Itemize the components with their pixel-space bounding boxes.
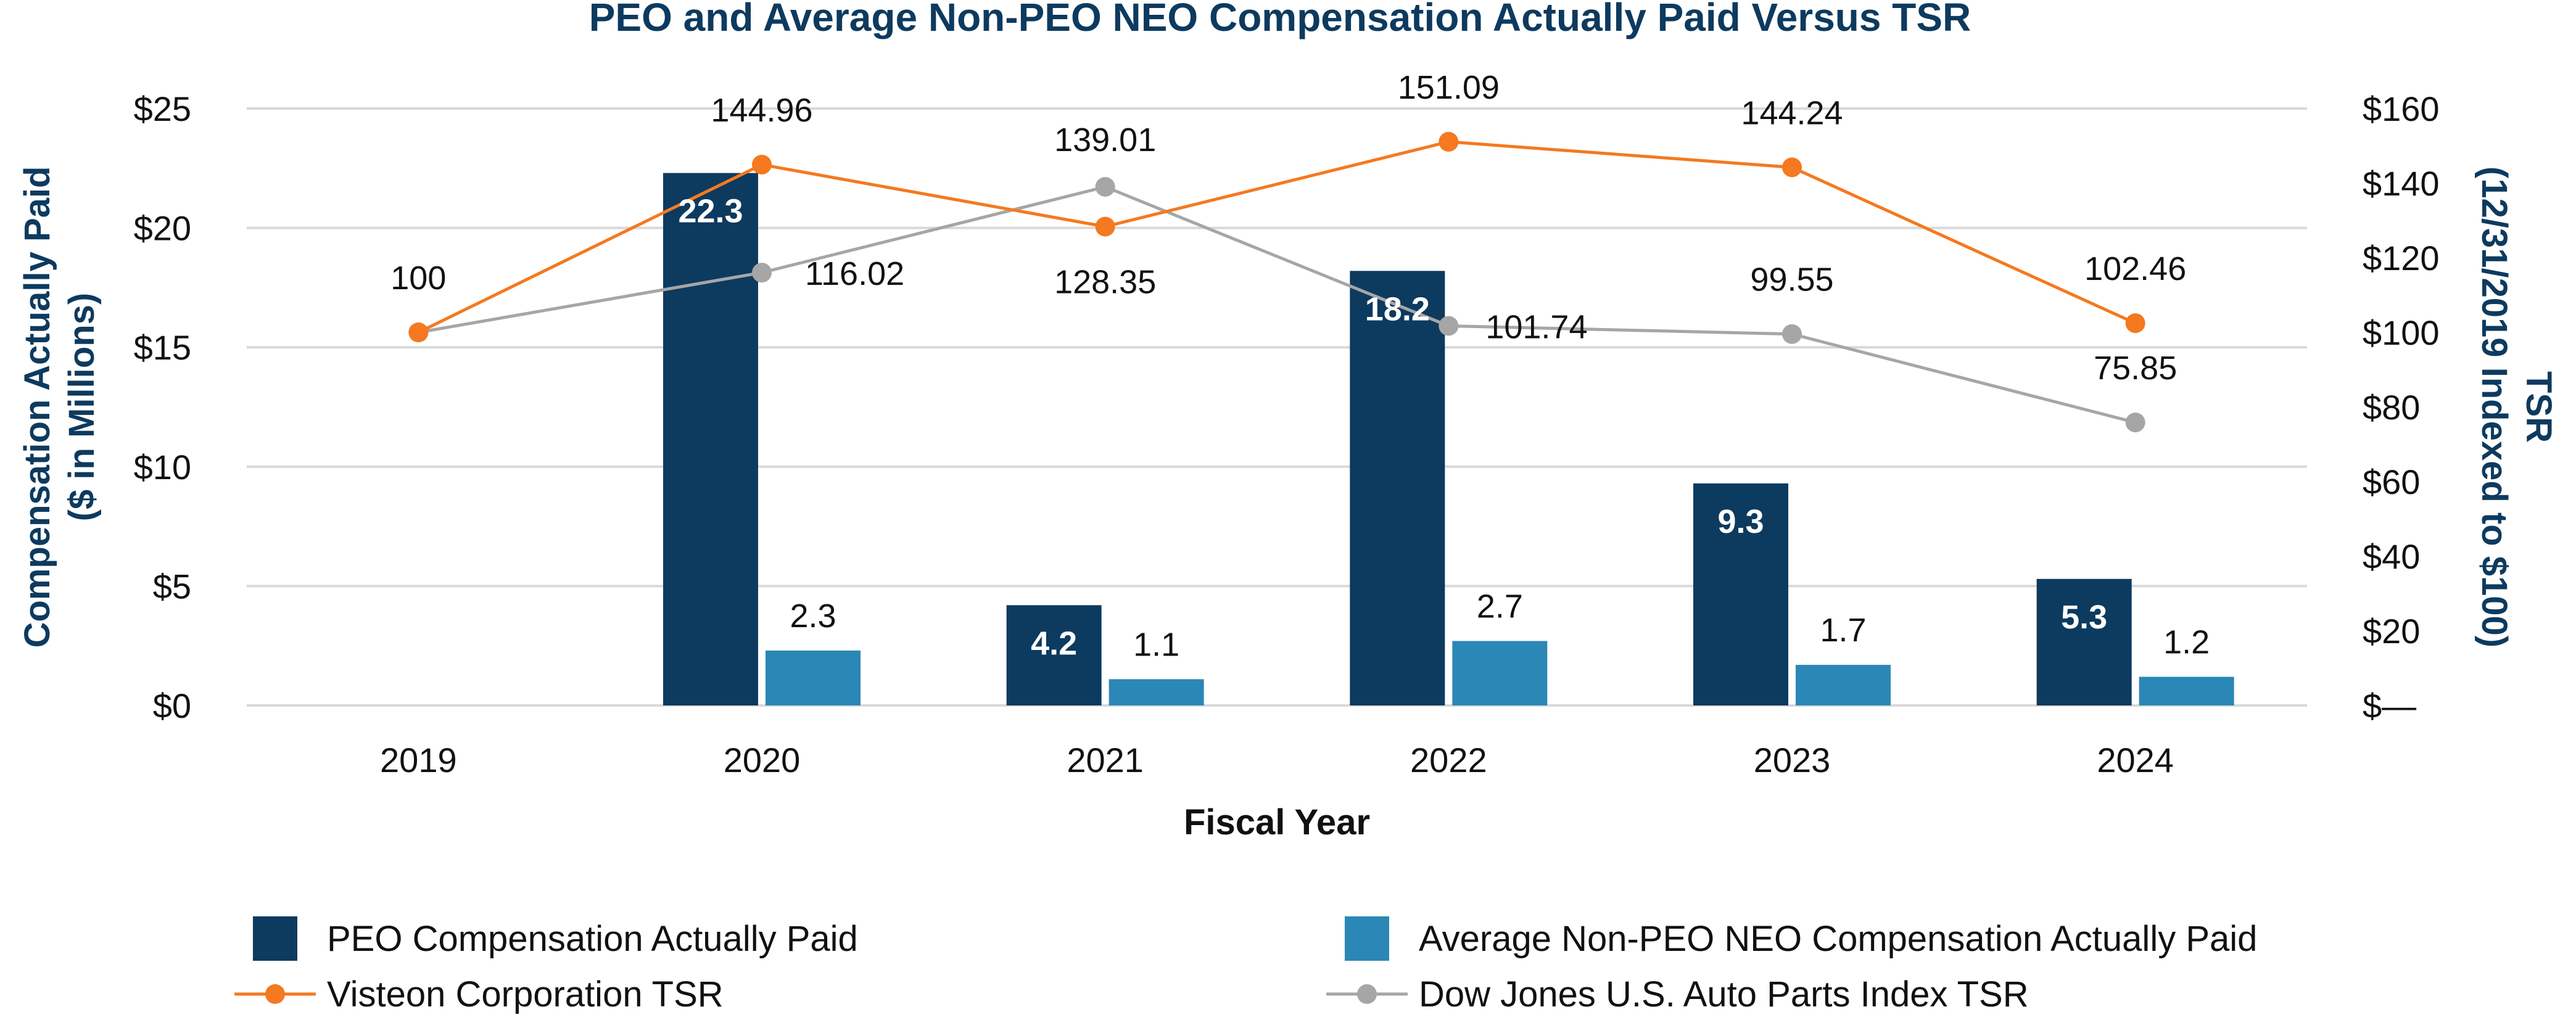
dow-jones-tsr-label: 101.74 <box>1485 308 1587 345</box>
y-axis-title-line2: ($ in Millions) <box>62 293 102 522</box>
peo-bar <box>2036 578 2132 705</box>
peo-bar-value-label: 9.3 <box>1717 503 1764 540</box>
visteon-tsr-label: 144.96 <box>711 92 812 129</box>
y-axis-title-line1: Compensation Actually Paid <box>17 166 57 648</box>
visteon-tsr-point <box>1439 131 1459 152</box>
visteon-tsr-label: 102.46 <box>2084 250 2186 287</box>
y2-tick-label: $100 <box>2363 313 2440 352</box>
visteon-tsr-label: 128.35 <box>1054 263 1156 300</box>
legend-label: PEO Compensation Actually Paid <box>327 919 858 959</box>
visteon-tsr-line <box>418 140 2136 334</box>
y2-axis-title-line2: (12/31/2019 Indexed to $100) <box>2474 166 2514 648</box>
legend-swatch-marker <box>265 984 285 1004</box>
dow-jones-tsr-point <box>1439 316 1459 336</box>
y-tick-label: $10 <box>134 448 191 487</box>
chart-title: PEO and Average Non-PEO NEO Compensation… <box>589 0 1971 39</box>
neo-bar <box>1452 641 1548 705</box>
legend-label: Visteon Corporation TSR <box>327 974 724 1014</box>
visteon-tsr-point <box>752 154 772 175</box>
dow-jones-tsr-label: 139.01 <box>1054 121 1156 158</box>
y2-axis-title-line1: TSR <box>2519 371 2559 443</box>
legend-swatch-bar <box>253 916 297 961</box>
line-layer <box>408 131 2145 433</box>
dow-jones-tsr-line <box>418 185 2136 424</box>
x-axis-title: Fiscal Year <box>1184 802 1370 842</box>
bar-layer <box>663 173 2234 705</box>
legend-label: Dow Jones U.S. Auto Parts Index TSR <box>1419 974 2029 1014</box>
legend: PEO Compensation Actually Paid Average No… <box>234 916 2257 1014</box>
gridlines <box>247 107 2307 707</box>
x-tick-label: 2021 <box>1067 741 1144 779</box>
peo-bar-value-label: 22.3 <box>678 193 743 230</box>
y2-tick-label: $20 <box>2363 612 2420 651</box>
peo-bar <box>1350 271 1445 705</box>
peo-bar-value-label: 5.3 <box>2061 599 2107 636</box>
y2-tick-label: $140 <box>2363 164 2440 203</box>
x-tick-label: 2023 <box>1754 741 1831 779</box>
y2-tick-label: $40 <box>2363 537 2420 576</box>
neo-bar-value-label: 2.7 <box>1477 588 1523 625</box>
visteon-tsr-label: 100 <box>390 260 446 297</box>
visteon-tsr-label: 151.09 <box>1398 69 1500 106</box>
y2-tick-label: $— <box>2363 686 2416 725</box>
x-tick-label: 2022 <box>1410 741 1487 779</box>
dow-jones-tsr-point <box>2125 413 2145 433</box>
neo-bar-value-label: 1.1 <box>1133 626 1179 663</box>
y2-tick-label: $60 <box>2363 462 2420 501</box>
dow-jones-tsr-point <box>1782 324 1802 344</box>
neo-bar-value-label: 1.7 <box>1820 612 1866 649</box>
peo-bar-value-label: 4.2 <box>1031 625 1077 662</box>
y-tick-label: $15 <box>134 328 191 367</box>
y2-tick-label: $160 <box>2363 89 2440 128</box>
y2-tick-label: $120 <box>2363 239 2440 278</box>
neo-bar <box>1108 679 1204 705</box>
visteon-tsr-point <box>1782 157 1802 178</box>
y-tick-label: $20 <box>134 209 191 248</box>
neo-bar-value-label: 2.3 <box>790 598 836 635</box>
dow-jones-tsr-label: 75.85 <box>2094 350 2177 387</box>
data-label-layer: 22.3 4.2 18.2 9.3 5.3 2.3 1.1 2.7 1.7 1.2 100 144.9… <box>390 69 2210 664</box>
dow-jones-tsr-label: 116.02 <box>805 255 904 292</box>
peo-bar-value-label: 18.2 <box>1365 290 1430 327</box>
peo-bar <box>663 173 758 705</box>
y-tick-label: $5 <box>153 567 191 606</box>
x-tick-label: 2020 <box>724 741 801 779</box>
dow-jones-tsr-label: 99.55 <box>1750 261 1833 298</box>
visteon-tsr-point <box>1095 216 1115 237</box>
x-tick-label: 2019 <box>380 741 457 779</box>
neo-bar <box>1796 665 1891 705</box>
neo-bar <box>766 650 861 705</box>
peo-bar <box>1693 483 1788 705</box>
tick-label-layer: $0 $5 $10 $15 $20 $25 $— $20 $40 $60 $80 $100 $120 $1… <box>134 89 2440 779</box>
y2-tick-label: $80 <box>2363 388 2420 427</box>
visteon-tsr-label: 144.24 <box>1741 94 1843 131</box>
y-tick-label: $0 <box>153 686 191 725</box>
visteon-tsr-point <box>2125 313 2145 334</box>
legend-swatch-marker <box>1357 984 1377 1004</box>
visteon-tsr-point <box>408 323 429 342</box>
neo-bar-value-label: 1.2 <box>2163 624 2210 661</box>
dow-jones-tsr-point <box>1095 176 1115 197</box>
peo-bar <box>1006 605 1102 705</box>
legend-swatch-bar <box>1345 916 1389 961</box>
dow-jones-tsr-point <box>752 263 772 283</box>
y-tick-label: $25 <box>134 89 191 128</box>
legend-label: Average Non-PEO NEO Compensation Actuall… <box>1419 919 2257 959</box>
neo-bar <box>2139 676 2234 705</box>
x-tick-label: 2024 <box>2097 741 2174 779</box>
